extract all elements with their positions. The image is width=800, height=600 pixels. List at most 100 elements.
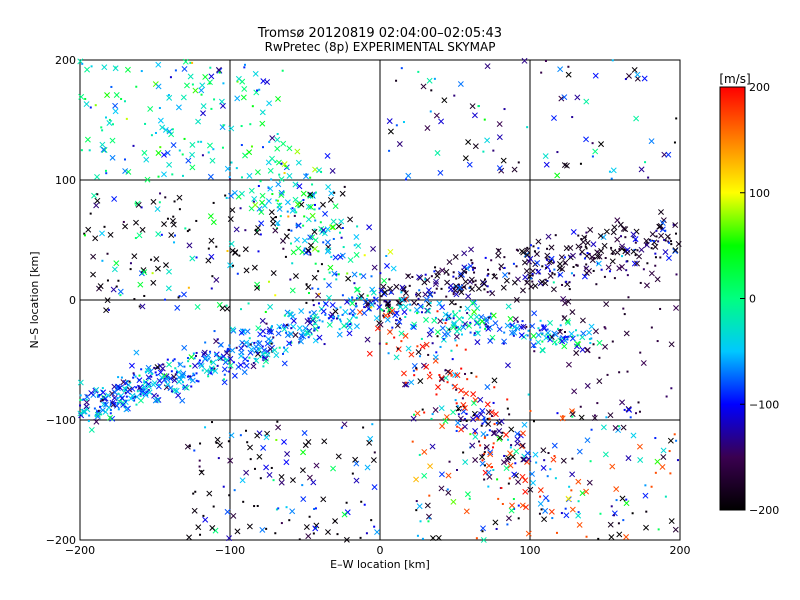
data-point-x	[458, 426, 465, 433]
data-point-x	[353, 460, 360, 467]
data-point-dot	[411, 440, 414, 443]
data-point-dot	[586, 252, 589, 255]
data-point-x	[551, 115, 557, 121]
data-point-dot	[109, 412, 112, 415]
data-point-dot	[483, 451, 486, 454]
data-point-x	[374, 529, 381, 536]
data-point-x	[623, 500, 630, 507]
data-point-dot	[508, 413, 511, 416]
data-point-x	[313, 462, 320, 469]
data-point-dot	[493, 423, 496, 426]
data-point-x	[415, 291, 422, 298]
data-point-x	[264, 351, 271, 358]
data-point-dot	[320, 263, 323, 266]
data-point-dot	[446, 488, 449, 491]
data-point-x	[507, 315, 514, 322]
data-point-x	[665, 151, 672, 158]
data-point-x	[540, 447, 547, 454]
data-point-x	[141, 269, 148, 276]
data-point-dot	[472, 268, 475, 271]
data-point-dot	[143, 294, 146, 297]
data-point-dot	[491, 466, 494, 469]
data-point-x	[504, 322, 511, 329]
data-point-x	[386, 328, 393, 335]
data-point-x	[99, 407, 106, 414]
data-point-dot	[466, 378, 469, 381]
data-point-x	[544, 252, 551, 259]
data-point-dot	[303, 215, 306, 218]
data-point-x	[439, 267, 446, 274]
data-point-dot	[447, 273, 450, 276]
data-point-x	[597, 233, 604, 239]
data-point-x	[240, 94, 247, 101]
data-point-x	[598, 248, 605, 254]
data-point-dot	[454, 399, 457, 402]
data-point-x	[242, 152, 248, 159]
data-point-x	[351, 271, 358, 278]
data-point-dot	[486, 268, 489, 271]
data-point-dot	[659, 307, 662, 310]
data-point-x	[164, 149, 171, 156]
data-point-x	[312, 237, 319, 244]
data-point-x	[265, 198, 272, 205]
data-point-dot	[156, 394, 159, 397]
data-point-x	[659, 220, 666, 226]
data-point-dot	[108, 118, 111, 121]
data-point-dot	[178, 149, 181, 152]
data-point-x	[259, 192, 266, 199]
data-point-x	[187, 73, 194, 80]
data-point-x	[175, 392, 182, 399]
data-point-dot	[274, 294, 277, 297]
data-point-x	[634, 260, 640, 267]
data-point-dot	[590, 337, 593, 340]
data-point-dot	[656, 340, 659, 343]
data-point-x	[454, 419, 461, 426]
data-point-dot	[207, 247, 210, 250]
data-point-x	[505, 515, 512, 522]
data-point-x	[565, 298, 572, 305]
data-point-dot	[667, 240, 670, 243]
data-point-dot	[486, 433, 489, 436]
data-point-x	[252, 202, 259, 208]
data-point-x	[177, 361, 184, 368]
data-point-dot	[360, 296, 363, 299]
data-point-dot	[637, 401, 640, 404]
data-point-dot	[211, 275, 214, 278]
data-point-x	[415, 349, 422, 356]
data-point-dot	[549, 468, 552, 471]
data-point-x	[229, 207, 236, 213]
data-point-dot	[312, 304, 315, 307]
data-point-x	[280, 140, 287, 147]
data-point-x	[486, 473, 493, 480]
data-point-x	[170, 221, 177, 228]
data-point-dot	[439, 345, 442, 348]
data-point-x	[247, 444, 253, 451]
data-point-dot	[509, 323, 512, 326]
data-point-x	[200, 110, 206, 117]
data-point-x	[374, 325, 381, 332]
data-point-dot	[429, 371, 432, 374]
data-point-dot	[537, 247, 540, 250]
data-point-x	[329, 224, 335, 231]
data-point-dot	[341, 226, 344, 229]
data-point-dot	[282, 247, 285, 250]
data-point-dot	[647, 176, 650, 179]
data-point-x	[242, 356, 249, 363]
data-point-dot	[380, 295, 383, 298]
data-point-dot	[345, 501, 348, 504]
data-point-x	[201, 351, 207, 358]
data-point-dot	[109, 409, 112, 412]
data-point-dot	[490, 415, 493, 418]
data-point-dot	[262, 365, 265, 368]
data-point-dot	[229, 367, 232, 370]
data-point-dot	[487, 485, 490, 488]
data-point-x	[349, 308, 356, 315]
data-point-x	[157, 117, 164, 124]
data-point-x	[311, 228, 318, 235]
data-point-dot	[506, 398, 509, 401]
data-point-dot	[540, 508, 543, 511]
data-point-x	[491, 430, 498, 437]
data-point-dot	[341, 294, 344, 297]
data-point-dot	[135, 403, 138, 406]
data-point-dot	[618, 371, 621, 374]
